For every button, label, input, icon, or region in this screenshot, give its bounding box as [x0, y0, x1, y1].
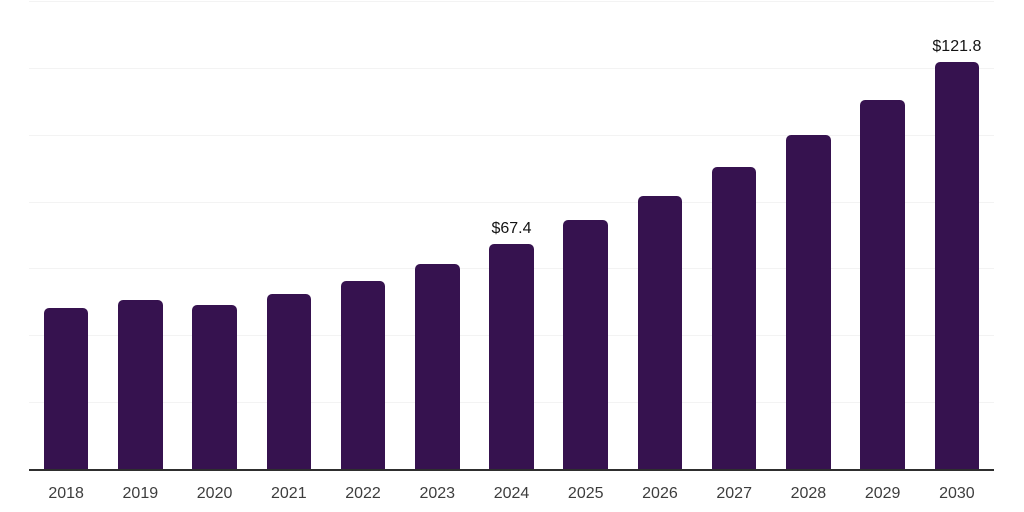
x-tick-2020: 2020 [196, 485, 233, 502]
bar-2021 [266, 293, 312, 469]
gridline-y120 [29, 67, 994, 69]
gridline-y100 [29, 134, 994, 136]
bar-2029 [860, 99, 905, 469]
gridline-y140 [29, 1, 994, 2]
x-tick-2023: 2023 [419, 485, 456, 502]
gridline-y80 [29, 201, 994, 203]
x-tick-2021: 2021 [271, 485, 307, 502]
x-tick-2027: 2027 [716, 485, 752, 502]
x-axis: 2018 2019 2020 2021 2022 2023 2024 2025 2026 2027… [29, 485, 994, 507]
x-tick-2030: 2030 [939, 485, 975, 502]
bar-2028 [786, 135, 831, 469]
bar-2027 [711, 166, 757, 469]
bar-2026 [637, 195, 683, 469]
x-tick-2019: 2019 [122, 485, 159, 502]
bar-2022 [340, 281, 386, 469]
x-tick-2024: 2024 [493, 485, 530, 502]
bar-2023 [415, 264, 460, 469]
bar-2020 [192, 305, 237, 469]
x-tick-2028: 2028 [790, 485, 827, 502]
bar-2019 [118, 300, 163, 469]
x-tick-2018: 2018 [48, 485, 84, 502]
x-tick-2029: 2029 [864, 485, 901, 502]
x-tick-2026: 2026 [642, 485, 678, 502]
plot-area: $67.4 $121.8 [29, 1, 994, 471]
data-label-2030: $121.8 [932, 37, 982, 55]
x-tick-2022: 2022 [345, 485, 381, 502]
bar-2024 [489, 243, 534, 469]
data-label-2024: $67.4 [491, 219, 532, 237]
bar-2025 [563, 220, 608, 469]
bar-2018 [43, 307, 89, 469]
bar-2030 [934, 61, 980, 469]
x-tick-2025: 2025 [567, 485, 604, 502]
